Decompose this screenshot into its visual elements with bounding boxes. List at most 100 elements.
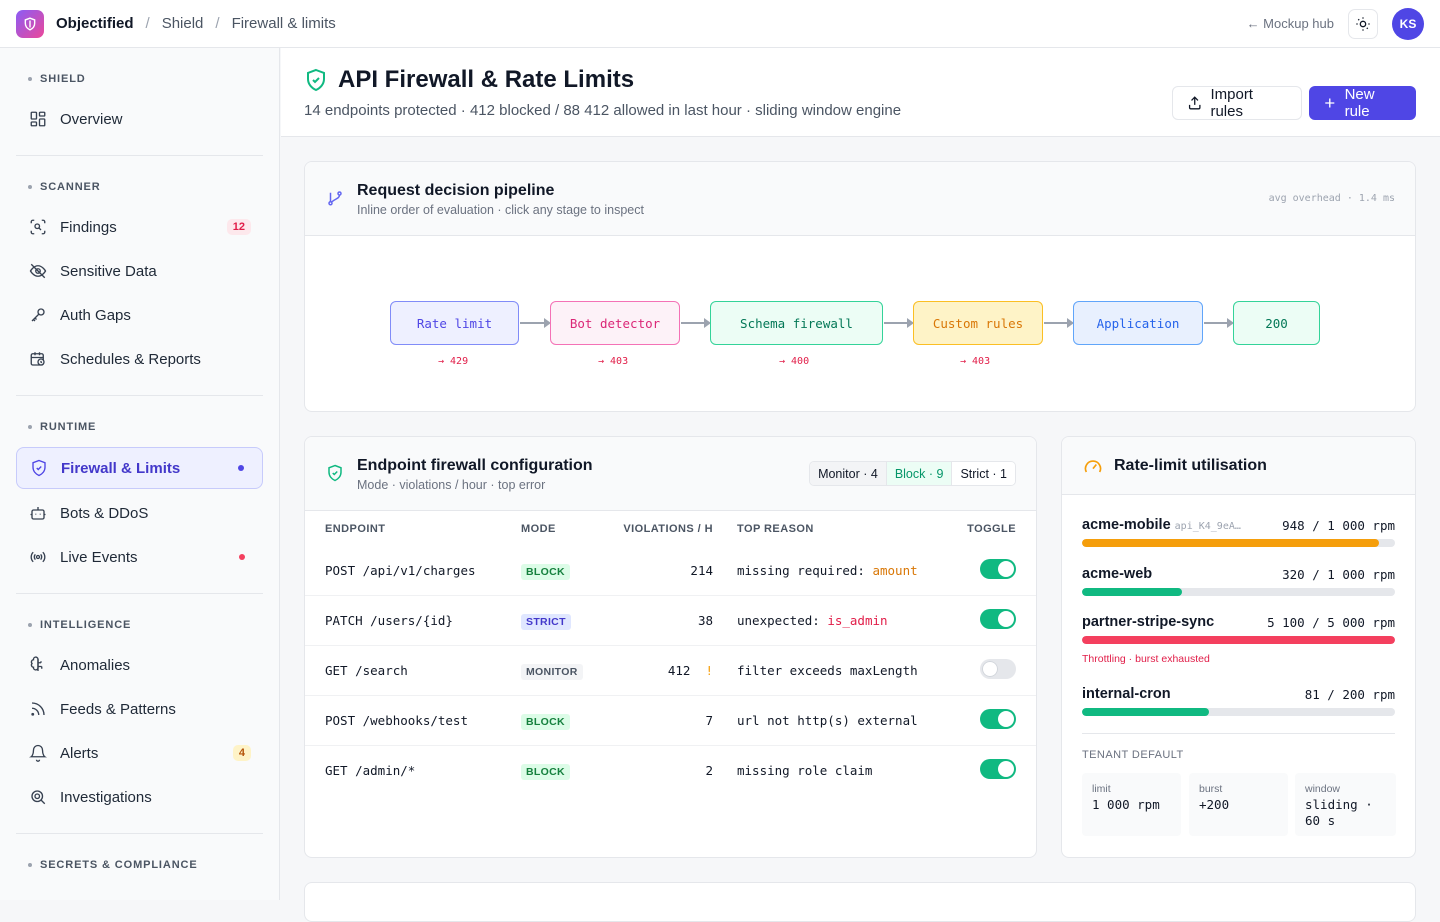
radio-icon xyxy=(28,547,48,567)
sidebar-item-live-events[interactable]: Live Events xyxy=(16,537,263,577)
upload-icon xyxy=(1188,96,1201,110)
table-row[interactable]: GET /search MONITOR 412 ! filter exceeds… xyxy=(305,646,1036,696)
sidebar-section-intelligence: INTELLIGENCE xyxy=(16,615,263,635)
sidebar-item-firewall-limits[interactable]: Firewall & Limits xyxy=(16,447,263,489)
page-title: API Firewall & Rate Limits xyxy=(338,66,635,93)
theme-toggle-button[interactable] xyxy=(1348,8,1378,39)
brain-icon xyxy=(28,655,48,675)
col-endpoint: ENDPOINT xyxy=(325,523,386,535)
user-avatar[interactable]: KS xyxy=(1392,7,1424,40)
endpoint-config-card: Endpoint firewall configuration Mode · v… xyxy=(304,436,1037,858)
stage-custom-rules-code: → 403 xyxy=(960,356,991,367)
stage-custom-rules[interactable]: Custom rules xyxy=(913,301,1043,345)
firewall-toggle[interactable] xyxy=(980,559,1016,579)
sidebar-item-bots-ddos[interactable]: Bots & DDoS xyxy=(16,493,263,533)
stage-rate-limit-code: → 429 xyxy=(438,356,469,367)
breadcrumb-shield[interactable]: Shield xyxy=(161,15,204,32)
next-card xyxy=(304,882,1416,922)
throttling-warning: Throttling · burst exhausted xyxy=(1082,653,1210,665)
filter-strict[interactable]: Strict · 1 xyxy=(952,462,1015,485)
firewall-toggle[interactable] xyxy=(980,609,1016,629)
pipeline-title: Request decision pipeline xyxy=(357,182,555,199)
sidebar-item-sensitive-data[interactable]: Sensitive Data xyxy=(16,251,263,291)
sidebar-section-shield: SHIELD xyxy=(16,69,263,89)
rate-limit-row[interactable]: acme-mobile api_K4_9eA… 948 / 1 000 rpm xyxy=(1082,516,1395,547)
bell-icon xyxy=(28,743,48,763)
key-icon xyxy=(28,305,48,325)
sidebar-section-scanner: SCANNER xyxy=(16,177,263,197)
rss-icon xyxy=(28,699,48,719)
filter-monitor[interactable]: Monitor · 4 xyxy=(810,462,887,485)
tenant-default-label: TENANT DEFAULT xyxy=(1082,749,1184,761)
firewall-toggle[interactable] xyxy=(980,709,1016,729)
usage-bar xyxy=(1082,539,1395,547)
sidebar-item-findings[interactable]: Findings 12 xyxy=(16,207,263,247)
usage-bar xyxy=(1082,636,1395,644)
table-row[interactable]: GET /admin/* BLOCK 2 missing role claim xyxy=(305,746,1036,796)
import-rules-button[interactable]: Import rules xyxy=(1172,86,1302,120)
rate-limit-row[interactable]: internal-cron 81 / 200 rpm xyxy=(1082,685,1395,716)
col-toggle: TOGGLE xyxy=(967,523,1016,535)
stage-application[interactable]: Application xyxy=(1073,301,1203,345)
rate-limit-title: Rate-limit utilisation xyxy=(1114,457,1267,474)
col-top-reason: TOP REASON xyxy=(737,523,814,535)
mode-filter-segment: Monitor · 4 Block · 9 Strict · 1 xyxy=(809,461,1016,486)
bot-icon xyxy=(28,503,48,523)
grid-icon xyxy=(28,109,48,129)
breadcrumb-app[interactable]: Objectified xyxy=(56,15,134,32)
plus-icon xyxy=(1325,98,1335,108)
rate-limit-row[interactable]: partner-stripe-sync 5 100 / 5 000 rpm xyxy=(1082,613,1395,644)
mode-badge: MONITOR xyxy=(521,664,583,680)
stage-bot-detector-code: → 403 xyxy=(598,356,629,367)
usage-bar xyxy=(1082,708,1395,716)
rate-limit-card: Rate-limit utilisation acme-mobile api_K4… xyxy=(1061,436,1416,858)
pipeline-overhead: avg overhead · 1.4 ms xyxy=(1268,193,1395,204)
mode-badge: BLOCK xyxy=(521,714,570,730)
app-logo-icon[interactable] xyxy=(16,9,44,38)
endpoint-config-title: Endpoint firewall configuration xyxy=(357,457,593,474)
stage-schema-firewall[interactable]: Schema firewall xyxy=(710,301,883,345)
shield-icon xyxy=(29,458,49,478)
shield-check-icon xyxy=(307,68,325,92)
mode-badge: STRICT xyxy=(521,614,571,630)
scan-icon xyxy=(28,217,48,237)
page-subtitle: 14 endpoints protected · 412 blocked / 8… xyxy=(304,102,902,119)
stage-response-200[interactable]: 200 xyxy=(1233,301,1320,345)
usage-bar xyxy=(1082,588,1395,596)
new-rule-button[interactable]: New rule xyxy=(1309,86,1416,120)
sidebar-item-schedules-reports[interactable]: Schedules & Reports xyxy=(16,339,263,379)
rate-limit-row[interactable]: acme-web 320 / 1 000 rpm xyxy=(1082,565,1395,596)
stage-rate-limit[interactable]: Rate limit xyxy=(390,301,519,345)
eye-off-icon xyxy=(28,261,48,281)
mode-badge: BLOCK xyxy=(521,764,570,780)
alerts-count-badge: 4 xyxy=(232,745,251,761)
sidebar-item-auth-gaps[interactable]: Auth Gaps xyxy=(16,295,263,335)
sidebar-item-anomalies[interactable]: Anomalies xyxy=(16,645,263,685)
active-indicator-dot xyxy=(238,465,244,471)
sidebar-item-overview[interactable]: Overview xyxy=(16,99,263,139)
col-violations: VIOLATIONS / H xyxy=(623,523,713,535)
warning-mark: ! xyxy=(705,663,713,678)
mode-badge: BLOCK xyxy=(521,564,570,580)
search-zoom-icon xyxy=(28,787,48,807)
mockup-hub-link[interactable]: ← Mockup hub xyxy=(1246,16,1334,31)
firewall-toggle[interactable] xyxy=(980,759,1016,779)
sidebar: SHIELD Overview SCANNER Findings 12 Sens… xyxy=(0,48,280,900)
col-mode: MODE xyxy=(521,523,556,535)
tenant-limit: limit 1 000 rpm xyxy=(1082,773,1181,836)
endpoint-config-subtitle: Mode · violations / hour · top error xyxy=(357,478,546,492)
table-row[interactable]: PATCH /users/{id} STRICT 38 unexpected: … xyxy=(305,596,1036,646)
stage-bot-detector[interactable]: Bot detector xyxy=(550,301,680,345)
table-row[interactable]: POST /api/v1/charges BLOCK 214 missing r… xyxy=(305,546,1036,596)
stage-schema-firewall-code: → 400 xyxy=(779,356,810,367)
sidebar-item-feeds-patterns[interactable]: Feeds & Patterns xyxy=(16,689,263,729)
sidebar-section-secrets-compliance: SECRETS & COMPLIANCE xyxy=(16,855,263,875)
firewall-toggle[interactable] xyxy=(980,659,1016,679)
sidebar-item-alerts[interactable]: Alerts 4 xyxy=(16,733,263,773)
top-bar: Objectified / Shield / Firewall & limits… xyxy=(0,0,1440,48)
table-row[interactable]: POST /webhooks/test BLOCK 7 url not http… xyxy=(305,696,1036,746)
calendar-clock-icon xyxy=(28,349,48,369)
filter-block[interactable]: Block · 9 xyxy=(886,462,953,485)
sidebar-item-investigations[interactable]: Investigations xyxy=(16,777,263,817)
pipeline-card: Request decision pipeline Inline order o… xyxy=(304,161,1416,412)
